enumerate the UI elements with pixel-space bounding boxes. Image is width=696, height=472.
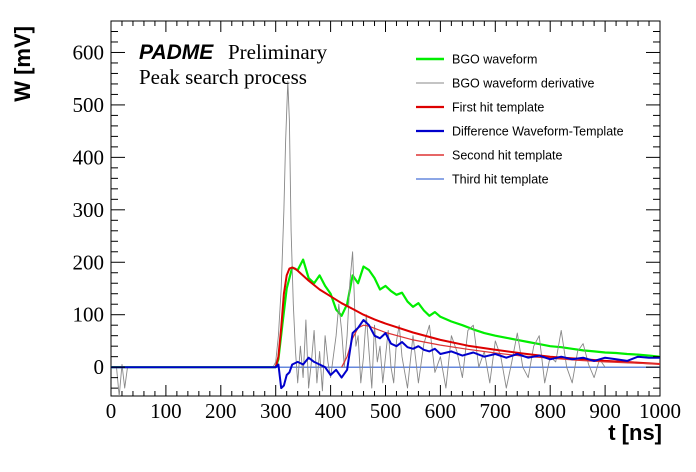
- legend-label: Difference Waveform-Template: [452, 125, 624, 139]
- legend-label: BGO waveform: [452, 53, 537, 67]
- x-tick-label: 600: [425, 399, 457, 423]
- legend-label: Third hit template: [452, 173, 549, 187]
- legend: BGO waveform BGO waveform derivative First…: [416, 53, 624, 187]
- series-layer: [111, 80, 660, 396]
- legend-label: Second hit template: [452, 149, 563, 163]
- x-tick-label: 800: [534, 399, 566, 423]
- legend-label: BGO waveform derivative: [452, 77, 594, 91]
- x-tick-label: 400: [315, 399, 347, 423]
- y-tick-label: 0: [94, 355, 105, 379]
- y-axis-title: W [mV]: [10, 26, 35, 102]
- status-label: Preliminary: [228, 40, 328, 64]
- brand-label: PADME: [139, 41, 214, 64]
- y-tick-label: 100: [73, 303, 105, 327]
- tick-layer: [110, 20, 661, 396]
- y-tick-label: 300: [73, 198, 105, 222]
- y-tick-label: 400: [73, 145, 105, 169]
- caption-label: Peak search process: [139, 65, 307, 89]
- legend-label: First hit template: [452, 101, 544, 115]
- series-line-bgo-waveform: [111, 258, 660, 369]
- x-axis-title: t [ns]: [608, 420, 662, 445]
- x-tick-label: 1000: [639, 399, 681, 423]
- series-line-bgo-waveform-derivative: [111, 80, 606, 396]
- x-tick-label: 500: [370, 399, 402, 423]
- x-tick-labels: 0 100 200 300 400 500 600 700 800 900 1000: [106, 399, 681, 423]
- x-tick-label: 100: [150, 399, 182, 423]
- series-line-difference-waveform-template: [111, 319, 660, 390]
- y-tick-label: 600: [73, 40, 105, 64]
- x-tick-label: 700: [480, 399, 512, 423]
- x-tick-label: 0: [106, 399, 117, 423]
- x-tick-label: 300: [260, 399, 292, 423]
- x-tick-label: 200: [205, 399, 237, 423]
- x-tick-label: 900: [589, 399, 621, 423]
- y-tick-label: 500: [73, 93, 105, 117]
- y-tick-label: 200: [73, 250, 105, 274]
- y-tick-labels: 0 100 200 300 400 500 600: [73, 40, 105, 379]
